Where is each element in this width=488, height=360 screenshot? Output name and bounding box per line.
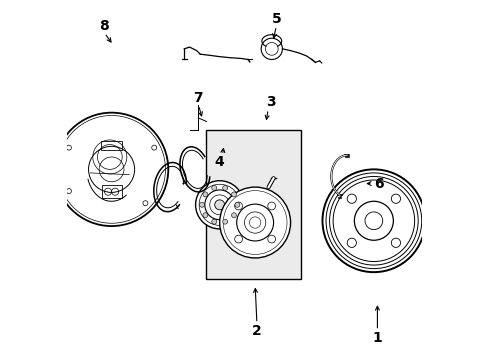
Circle shape	[195, 181, 244, 229]
Text: 2: 2	[251, 324, 261, 338]
Text: 4: 4	[214, 155, 224, 169]
Text: 8: 8	[100, 19, 109, 33]
Text: 1: 1	[372, 331, 382, 345]
Circle shape	[211, 219, 216, 224]
Circle shape	[219, 187, 290, 258]
Circle shape	[222, 219, 227, 224]
Circle shape	[214, 200, 224, 210]
Text: 7: 7	[193, 91, 203, 105]
Bar	[102, 185, 121, 198]
Circle shape	[203, 213, 207, 218]
Text: 6: 6	[374, 176, 383, 190]
Circle shape	[234, 202, 240, 207]
Circle shape	[203, 192, 207, 197]
Text: 3: 3	[266, 95, 275, 109]
Text: 5: 5	[271, 12, 281, 26]
Circle shape	[211, 185, 216, 190]
Circle shape	[231, 213, 236, 218]
Circle shape	[199, 202, 204, 207]
Bar	[205, 130, 301, 279]
Bar	[101, 141, 122, 150]
Circle shape	[222, 185, 227, 190]
Circle shape	[231, 192, 236, 197]
